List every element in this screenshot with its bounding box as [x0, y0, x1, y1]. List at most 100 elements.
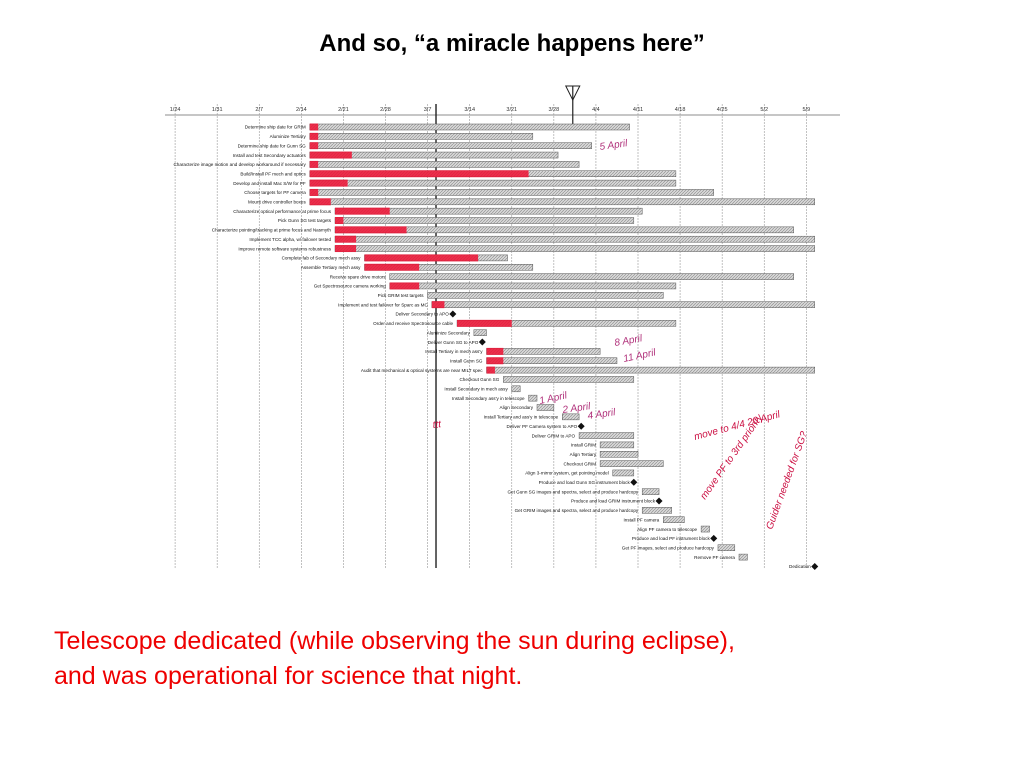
caption: Telescope dedicated (while observing the…: [54, 624, 735, 694]
task-label: Aluminize Tertiary: [270, 134, 307, 139]
milestone: [710, 534, 718, 542]
task-label: Remove PF camera: [694, 555, 735, 560]
task-label: Receive spare drive motors: [330, 274, 387, 279]
task-label: Determine ship date for Gunn SG: [238, 143, 307, 148]
task-bar: [700, 525, 710, 533]
task-bar: [309, 133, 534, 140]
progress-bar: [457, 319, 512, 327]
x-tick-label: 3/14: [464, 107, 475, 113]
task-label: Build/Install PF mech and optics: [240, 171, 306, 176]
task-bar: [309, 161, 580, 168]
x-tick-label: 4/11: [633, 107, 643, 113]
task-label: Implement TCC alpha, w/ failover tested: [249, 237, 331, 242]
task-label: Produce and load GRIM instrument block: [571, 499, 656, 504]
milestone: [478, 338, 486, 346]
task-bar: [528, 394, 538, 402]
handwritten-note: 2 April: [561, 401, 592, 416]
handwritten-note: 8 April: [614, 333, 644, 349]
task-bar: [309, 142, 592, 149]
task-label: Characterize optical performance at prim…: [233, 209, 331, 214]
task-label: Install Tertiary in mech ass'y: [425, 349, 483, 354]
progress-bar: [364, 254, 479, 262]
task-bar: [473, 329, 487, 336]
caption-line: Telescope dedicated (while observing the…: [54, 627, 735, 655]
handwritten-note: 4 April: [587, 407, 617, 422]
task-bar: [612, 469, 635, 477]
task-label: Order and receive Spectrosource cable: [373, 321, 453, 326]
x-tick-label: 5/2: [760, 107, 768, 113]
chart-frame: [165, 100, 840, 570]
x-tick-label: 1/31: [212, 107, 223, 113]
progress-bar: [335, 245, 357, 253]
progress-bar: [364, 263, 420, 271]
task-bar: [334, 235, 816, 243]
progress-bar: [335, 235, 357, 243]
progress-bar: [486, 366, 495, 374]
task-label: Assemble Tertiary mech assy: [301, 265, 361, 270]
task-label: Choose targets for PF camera: [244, 190, 306, 195]
progress-bar: [486, 357, 504, 365]
gantt-chart: 1/24 1/31 2/7 2/14 2/21 2/28 3/7 3/14 3/21 3/28 4/…: [165, 85, 840, 570]
x-tick-label: 4/4: [592, 107, 600, 113]
task-bar: [536, 404, 555, 411]
handwritten-note: 5 April: [599, 138, 629, 153]
task-bar: [599, 451, 639, 458]
x-tick-label: 4/18: [675, 107, 686, 113]
x-tick-label: 3/7: [424, 107, 432, 113]
task-label: Produce and load Gunn SG instrument bloc…: [539, 480, 631, 485]
task-bar: [486, 348, 601, 355]
progress-bar: [335, 217, 344, 224]
task-bar: [431, 301, 816, 308]
task-label: Align Secondary: [500, 405, 534, 410]
x-tick-label: 3/28: [548, 107, 559, 113]
task-bar: [717, 544, 736, 551]
progress-bar: [309, 160, 319, 168]
milestone: [577, 422, 585, 430]
progress-bar: [309, 132, 319, 140]
progress-bar: [309, 142, 319, 150]
x-tick-label: 5/9: [803, 107, 811, 113]
progress-bar: [335, 207, 390, 215]
task-label: Install PF camera: [624, 517, 660, 522]
task-label: Deliver Secondary to APO: [395, 312, 449, 317]
x-tick-label: 1/24: [170, 107, 181, 113]
progress-bar: [486, 347, 504, 355]
progress-bar: [389, 282, 420, 290]
x-tick-label: 2/28: [380, 107, 391, 113]
task-label: Audit that mechanical & optical systems …: [361, 368, 483, 373]
milestone: [811, 562, 819, 570]
task-bar: [334, 217, 635, 224]
x-tick-label: 2/7: [255, 107, 263, 113]
task-label: Pick GRIM test targets: [378, 293, 425, 298]
task-bar: [578, 432, 635, 439]
progress-bar: [309, 188, 319, 196]
caption-line: and was operational for science that nig…: [54, 662, 523, 690]
x-tick-label: 3/21: [506, 107, 517, 113]
task-label: Install Tertiary and ass'y in telescope: [484, 415, 559, 420]
task-bar: [309, 198, 816, 206]
task-bar: [486, 366, 816, 374]
task-label: Improve remote software systems robustne…: [238, 246, 331, 251]
task-bar: [641, 488, 660, 495]
task-label: Characterize image motion and develop wo…: [173, 162, 306, 167]
task-bar: [389, 273, 794, 280]
task-label: Checkout GRIM: [563, 461, 596, 466]
task-label: Get Spectrosource camera working: [314, 284, 386, 289]
x-tick-label: 2/14: [296, 107, 307, 113]
progress-bar: [309, 198, 331, 206]
task-bar: [309, 189, 715, 196]
task-label: Get PF images, select and produce hardco…: [622, 545, 715, 550]
milestone: [449, 310, 457, 318]
task-label: Develop and install Mac S/W for PF: [233, 181, 306, 186]
task-label: Align 3-mirror system, get pointing mode…: [525, 471, 609, 476]
handwritten-note: ttt: [432, 419, 443, 431]
task-bar: [641, 507, 672, 514]
task-label: Characterize pointing/tracking at prime …: [212, 228, 332, 233]
task-bar: [427, 292, 664, 299]
task-label: Install and test Secondary actuators: [233, 153, 307, 158]
task-label: Install GRIM: [571, 443, 596, 448]
task-bar: [599, 441, 635, 449]
task-label: Aluminize Secondary: [427, 330, 471, 335]
task-label: Install Secondary in mech assy: [444, 387, 508, 392]
